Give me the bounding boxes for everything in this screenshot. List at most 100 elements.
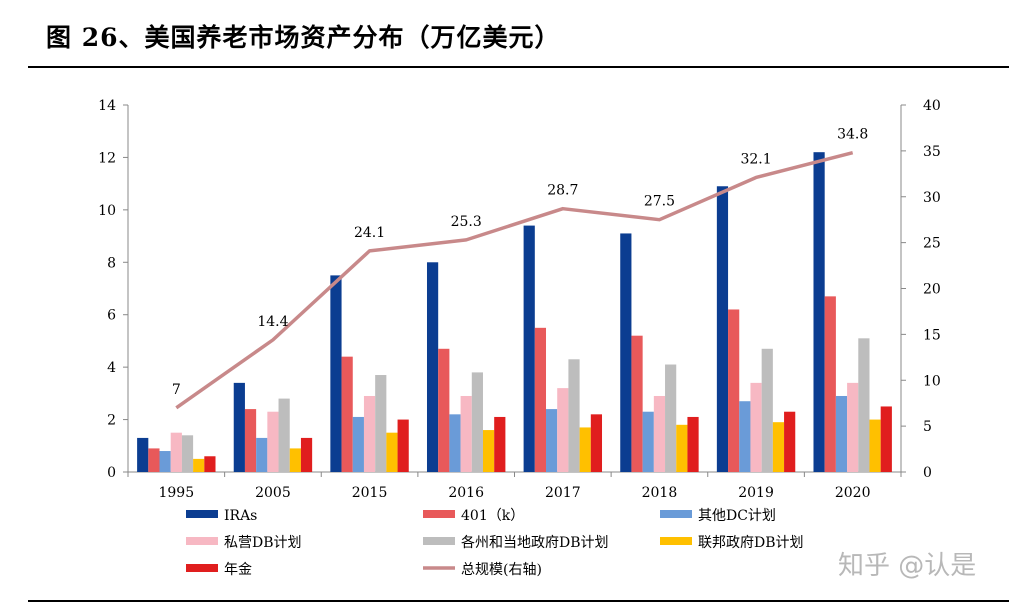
bar: [716, 186, 729, 472]
y-right-tick-label: 40: [923, 98, 941, 114]
legend-label: 私营DB计划: [224, 535, 302, 551]
bar: [137, 437, 149, 472]
total-data-label: 24.1: [354, 225, 385, 241]
bar: [642, 411, 654, 472]
bar: [772, 422, 785, 472]
bar: [835, 395, 848, 472]
bar: [159, 451, 171, 472]
x-tick-label: 2005: [255, 485, 291, 501]
bar: [546, 409, 558, 472]
bar: [676, 424, 688, 472]
legend-label: 年金: [224, 562, 252, 578]
bar-series-4: [170, 382, 859, 472]
bar: [665, 364, 677, 472]
total-data-label: 25.3: [451, 214, 482, 230]
bar-series-group: [137, 152, 892, 472]
bar: [620, 233, 632, 472]
total-line: [175, 151, 854, 410]
bar: [590, 414, 603, 472]
bar: [449, 414, 461, 472]
bar: [426, 262, 439, 472]
legend-label: 401（k）: [461, 508, 524, 524]
legend-item: 年金: [186, 562, 252, 578]
legend-item: IRAs: [186, 508, 257, 524]
bar-series-3: [159, 395, 848, 472]
x-tick-label: 2015: [352, 485, 388, 501]
legend-swatch: [660, 537, 692, 545]
bar: [233, 382, 245, 472]
bar: [824, 296, 836, 472]
y-left-tick-label: 0: [107, 465, 116, 481]
y-left-tick-label: 14: [98, 98, 116, 114]
y-left-tick-label: 12: [98, 150, 116, 166]
y-right-tick-label: 5: [923, 419, 932, 435]
bar-series-7: [204, 406, 892, 472]
bar: [687, 416, 699, 472]
bar: [363, 395, 376, 472]
bar: [631, 335, 643, 472]
total-data-label: 32.1: [740, 151, 771, 167]
bar: [460, 395, 472, 472]
bar: [739, 401, 751, 472]
total-data-label: 34.8: [837, 127, 868, 143]
x-tick-label: 2018: [642, 485, 678, 501]
y-right-tick-label: 10: [923, 373, 941, 389]
bar: [148, 448, 160, 472]
x-tick-label: 1995: [158, 485, 194, 501]
legend-swatch: [186, 564, 218, 572]
legend-item: 私营DB计划: [186, 535, 302, 551]
legend-label: IRAs: [224, 508, 257, 524]
y-right-tick-label: 20: [923, 282, 941, 298]
y-right-tick-label: 25: [923, 236, 941, 252]
bar: [494, 416, 506, 472]
bar: [375, 375, 387, 472]
total-data-label: 7: [172, 382, 181, 398]
bar: [170, 432, 182, 472]
bar: [482, 430, 495, 472]
watermark: 知乎 @认是: [838, 551, 977, 581]
y-left-tick-label: 4: [107, 360, 116, 376]
bar: [880, 406, 892, 472]
bar: [244, 409, 257, 472]
bar: [784, 411, 796, 472]
legend-item: 总规模(右轴): [423, 562, 542, 578]
bar: [181, 435, 194, 472]
title-rule: [28, 66, 1009, 68]
bar: [847, 382, 859, 472]
bar-series-2: [148, 296, 836, 472]
bar: [330, 275, 342, 472]
bar: [579, 427, 591, 472]
bar: [438, 348, 450, 472]
bar: [523, 225, 535, 472]
bar: [352, 416, 364, 472]
bar: [557, 388, 569, 472]
bar: [204, 456, 216, 472]
x-tick-label: 2016: [448, 485, 484, 501]
legend-swatch: [186, 510, 218, 518]
y-right-tick-label: 35: [923, 144, 941, 160]
x-tick-label: 2017: [545, 485, 581, 501]
total-data-label: 27.5: [644, 194, 675, 210]
y-right-tick-label: 15: [923, 327, 941, 343]
total-data-label: 14.4: [257, 314, 288, 330]
legend-swatch: [423, 510, 455, 518]
legend-item: 其他DC计划: [660, 508, 776, 524]
legend-swatch: [423, 537, 455, 545]
bar: [289, 448, 301, 472]
bar: [397, 419, 409, 472]
x-tick-label: 2019: [738, 485, 774, 501]
chart-title: 图 26、美国养老市场资产分布（万亿美元）: [46, 23, 561, 52]
bar: [300, 437, 313, 472]
bar: [534, 327, 547, 472]
legend-label: 联邦政府DB计划: [698, 535, 804, 551]
total-data-label: 28.7: [547, 183, 578, 199]
x-tick-label: 2020: [835, 485, 871, 501]
y-right-tick-label: 0: [923, 465, 932, 481]
y-left-tick-label: 10: [98, 203, 116, 219]
y-right-tick-label: 30: [923, 190, 941, 206]
y-left-tick-label: 8: [107, 255, 116, 271]
legend-item: 401（k）: [423, 508, 524, 524]
bar: [386, 432, 398, 472]
